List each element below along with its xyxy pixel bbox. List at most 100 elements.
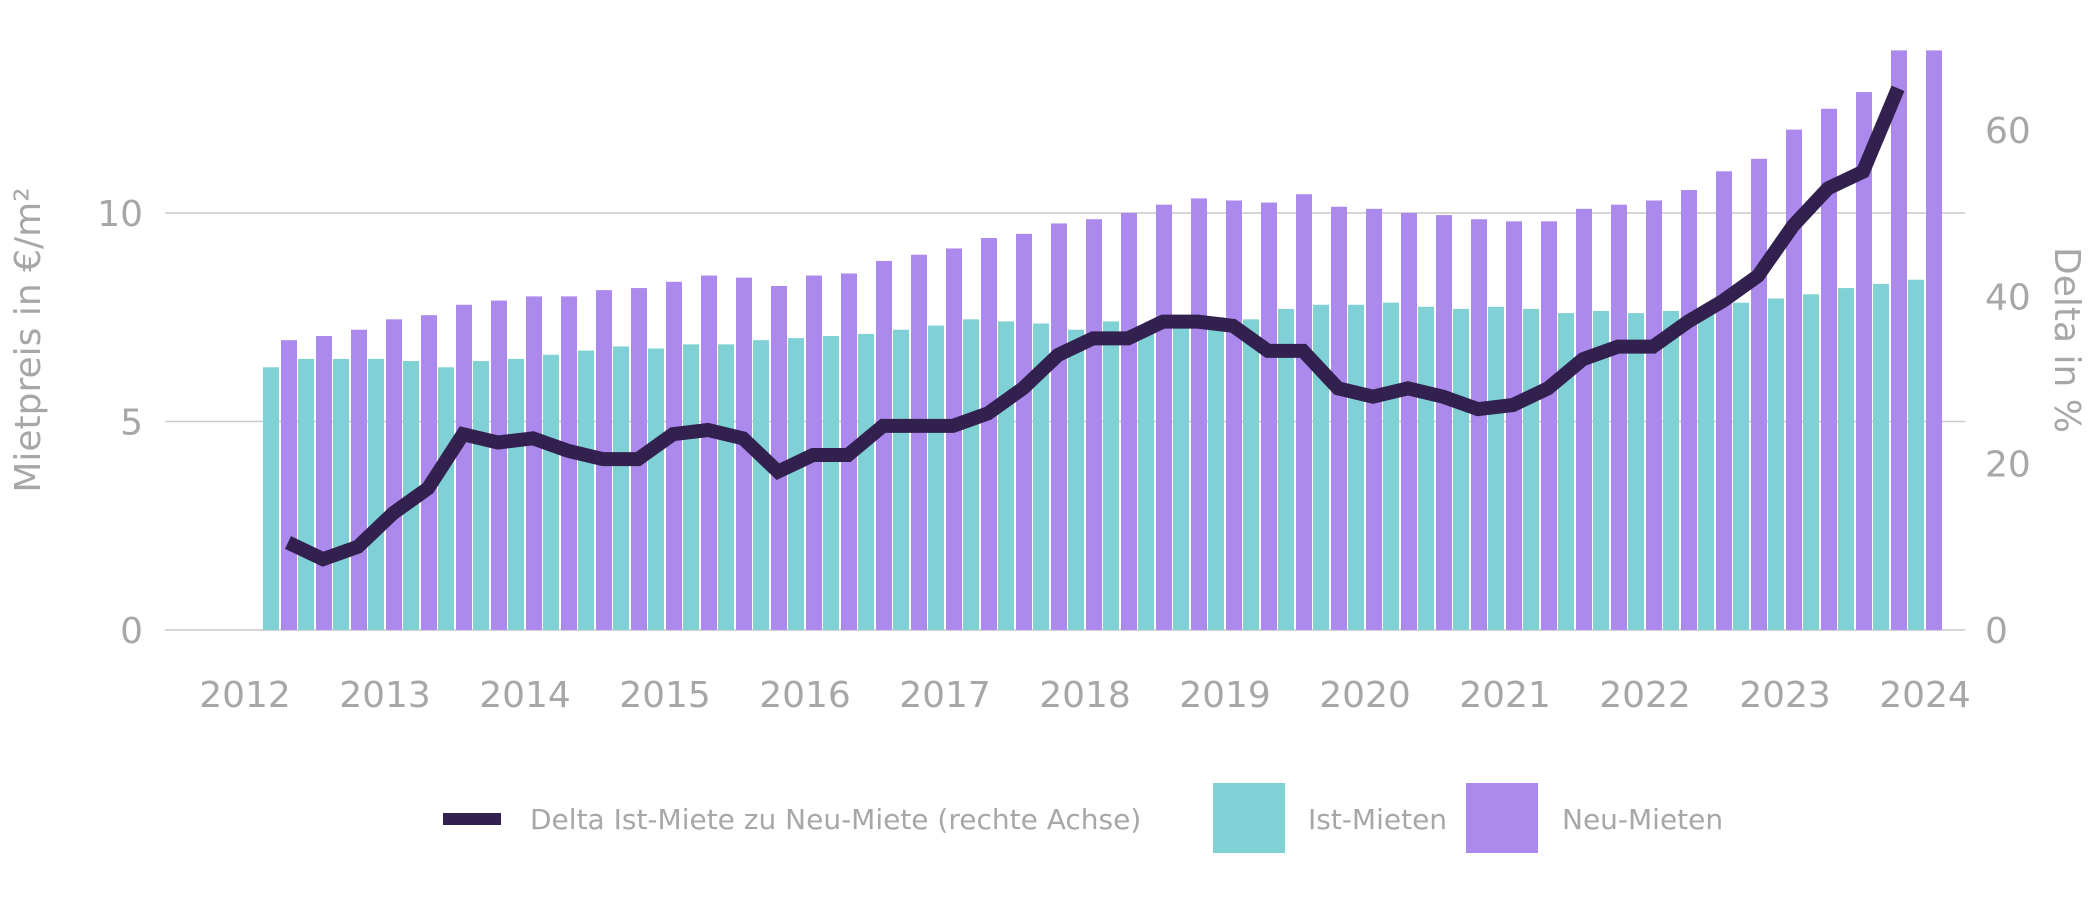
bar-ist-mieten (683, 344, 699, 630)
bar-ist-mieten (823, 336, 839, 630)
x-tick-label: 2023 (1739, 675, 1831, 716)
x-tick-label: 2019 (1179, 675, 1271, 716)
right-tick-label: 0 (1985, 611, 2008, 652)
bar-ist-mieten (1558, 313, 1574, 630)
bar-ist-mieten (543, 354, 559, 630)
bar-neu-mieten (316, 336, 332, 630)
bar-ist-mieten (928, 325, 944, 630)
bar-neu-mieten (1786, 129, 1802, 630)
x-axis-ticks: 2012 2013 2014 2015 2016 2017 2018 2019 2020 2021… (199, 675, 1971, 716)
bar-ist-mieten (508, 358, 524, 630)
bar-ist-mieten (613, 346, 629, 630)
legend-swatch-delta (443, 813, 501, 825)
left-tick-label: 0 (120, 611, 143, 652)
bar-neu-mieten (1086, 219, 1102, 630)
bar-ist-mieten (368, 358, 384, 630)
bar-ist-mieten (1243, 319, 1259, 630)
legend: Delta Ist-Miete zu Neu-Miete (rechte Ach… (443, 783, 1723, 853)
delta-line (284, 85, 1905, 567)
right-tick-label: 20 (1985, 444, 2031, 485)
bar-ist-mieten (1313, 304, 1329, 630)
legend-swatch-ist-mieten (1213, 783, 1285, 853)
bar-ist-mieten (1908, 279, 1924, 630)
bars (263, 50, 1942, 631)
x-tick-label: 2021 (1459, 675, 1551, 716)
bar-neu-mieten (666, 281, 682, 630)
bar-ist-mieten (1383, 302, 1399, 630)
bar-neu-mieten (1611, 204, 1627, 630)
x-tick-label: 2016 (759, 675, 851, 716)
left-tick-label: 10 (97, 194, 143, 235)
right-axis-ticks: 0 20 40 60 (1985, 111, 2031, 652)
x-tick-label: 2013 (339, 675, 431, 716)
bar-neu-mieten (1471, 219, 1487, 630)
bar-ist-mieten (1628, 313, 1644, 630)
bar-neu-mieten (421, 315, 437, 630)
legend-swatch-neu-mieten (1466, 783, 1538, 853)
x-tick-label: 2014 (479, 675, 571, 716)
bar-neu-mieten (1366, 208, 1382, 630)
bar-neu-mieten (491, 300, 507, 630)
bar-ist-mieten (438, 367, 454, 630)
bar-ist-mieten (858, 333, 874, 630)
right-tick-label: 40 (1985, 278, 2031, 319)
left-axis-label: Mietpreis in €/m² (8, 187, 49, 492)
bar-ist-mieten (1068, 329, 1084, 630)
bar-neu-mieten (1856, 92, 1872, 630)
bar-neu-mieten (771, 285, 787, 630)
legend-label-ist-mieten: Ist-Mieten (1308, 803, 1447, 836)
x-tick-label: 2017 (899, 675, 991, 716)
x-tick-label: 2020 (1319, 675, 1411, 716)
legend-label-delta: Delta Ist-Miete zu Neu-Miete (rechte Ach… (530, 803, 1141, 836)
delta-line-layer (284, 85, 1905, 567)
x-tick-label: 2018 (1039, 675, 1131, 716)
bar-ist-mieten (1733, 302, 1749, 630)
bar-neu-mieten (1016, 233, 1032, 630)
bar-ist-mieten (578, 350, 594, 630)
bar-ist-mieten (1838, 288, 1854, 630)
bar-ist-mieten (263, 367, 279, 630)
bar-ist-mieten (718, 344, 734, 630)
bar-ist-mieten (753, 340, 769, 630)
bar-neu-mieten (351, 329, 367, 630)
bar-ist-mieten (1523, 308, 1539, 630)
bar-ist-mieten (1278, 308, 1294, 630)
bar-ist-mieten (1593, 310, 1609, 630)
x-tick-label: 2012 (199, 675, 291, 716)
bar-ist-mieten (1803, 294, 1819, 630)
x-tick-label: 2015 (619, 675, 711, 716)
bar-ist-mieten (1033, 323, 1049, 630)
bar-ist-mieten (1138, 325, 1154, 630)
bar-neu-mieten (1541, 221, 1557, 630)
bar-neu-mieten (1751, 158, 1767, 631)
bar-neu-mieten (1121, 213, 1137, 630)
left-tick-label: 5 (120, 403, 143, 444)
bar-neu-mieten (1226, 200, 1242, 631)
bar-neu-mieten (911, 254, 927, 630)
bar-neu-mieten (281, 340, 297, 630)
bar-neu-mieten (1506, 221, 1522, 630)
bar-ist-mieten (1208, 317, 1224, 630)
bar-ist-mieten (1488, 306, 1504, 630)
bar-neu-mieten (1401, 213, 1417, 630)
bar-neu-mieten (1891, 50, 1907, 631)
bar-ist-mieten (1173, 325, 1189, 630)
right-axis-label: Delta in % (2046, 247, 2087, 433)
bar-ist-mieten (473, 361, 489, 630)
bar-ist-mieten (893, 329, 909, 630)
bar-neu-mieten (1436, 215, 1452, 630)
bar-ist-mieten (788, 338, 804, 630)
bar-ist-mieten (1103, 321, 1119, 630)
bar-neu-mieten (1681, 190, 1697, 630)
bar-neu-mieten (386, 319, 402, 630)
bar-neu-mieten (1646, 200, 1662, 631)
bar-ist-mieten (1768, 298, 1784, 630)
bar-ist-mieten (1873, 283, 1889, 630)
left-axis-ticks: 0 5 10 (97, 194, 143, 652)
bar-ist-mieten (963, 319, 979, 630)
bar-neu-mieten (981, 238, 997, 630)
bar-neu-mieten (1331, 206, 1347, 630)
bar-neu-mieten (1051, 223, 1067, 631)
bar-ist-mieten (1418, 306, 1434, 630)
